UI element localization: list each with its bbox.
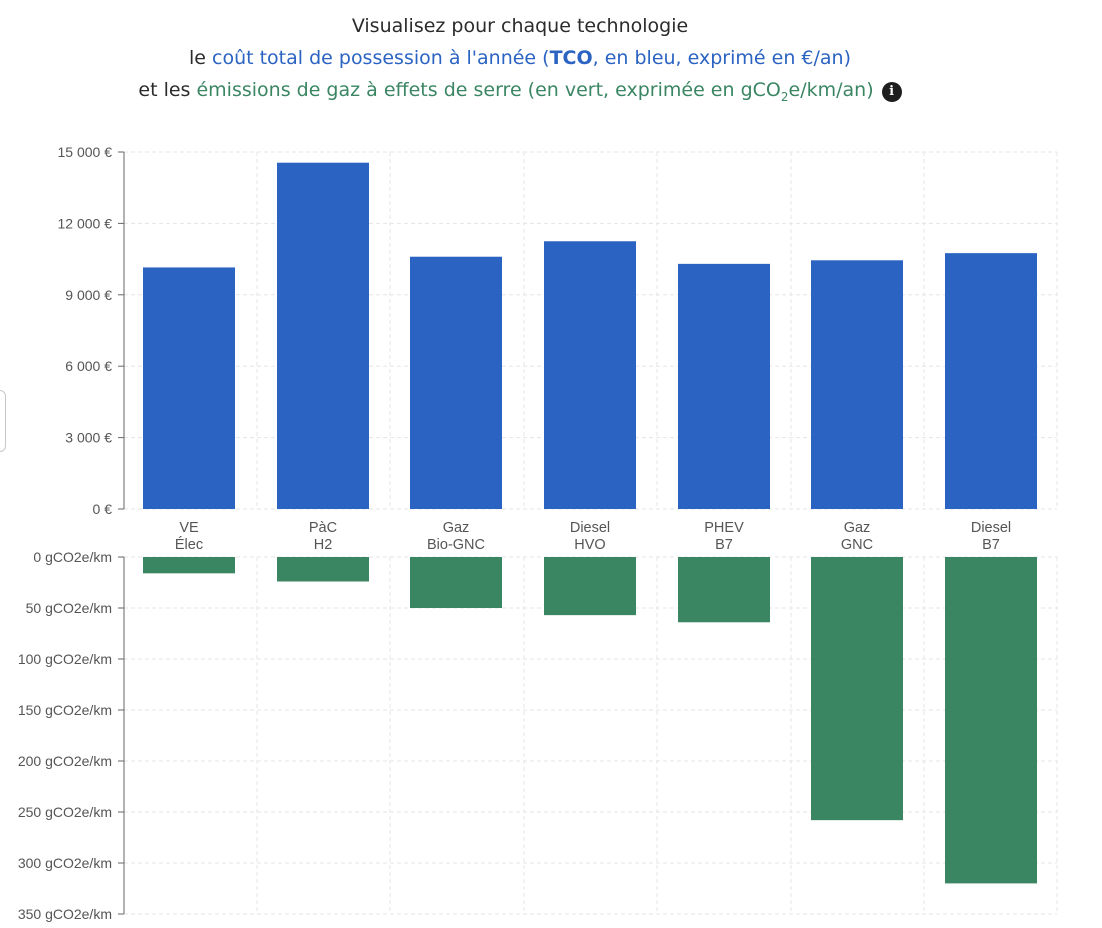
tco-legend-a: coût total de possession à l'année (: [212, 47, 550, 69]
title-line-3: et les émissions de gaz à effets de serr…: [0, 74, 1040, 113]
tco-bar: [410, 256, 502, 509]
title-line-3-prefix: et les: [138, 79, 197, 101]
category-label-line1: PHEV: [704, 520, 744, 536]
category-label-line1: PàC: [309, 520, 337, 536]
emissions-y-tick-label: 350 gCO2e/km: [18, 906, 112, 922]
emissions-y-tick-label: 0 gCO2e/km: [33, 549, 112, 565]
tco-bar: [544, 241, 636, 509]
category-label-line1: Diesel: [971, 520, 1011, 536]
category-label-line2: HVO: [574, 537, 605, 553]
category-label-line2: B7: [715, 537, 733, 553]
category-label-line1: Diesel: [570, 520, 610, 536]
emissions-legend-b: e/km/an): [788, 79, 874, 101]
emissions-y-tick-label: 150 gCO2e/km: [18, 702, 112, 718]
tco-y-tick-label: 15 000 €: [58, 144, 113, 160]
tco-bar: [143, 267, 235, 509]
emissions-y-tick-label: 200 gCO2e/km: [18, 753, 112, 769]
category-label-line2: H2: [314, 537, 333, 553]
emissions-bar: [544, 557, 636, 616]
tco-bar: [678, 263, 770, 509]
emissions-y-tick-label: 50 gCO2e/km: [26, 600, 112, 616]
tco-legend-b: , en bleu, exprimé en €/an): [592, 47, 851, 69]
tco-y-tick-label: 6 000 €: [65, 358, 112, 374]
tco-y-tick-label: 3 000 €: [65, 430, 112, 446]
emissions-bar: [143, 557, 235, 574]
tco-bar: [811, 260, 903, 509]
emissions-bar: [811, 557, 903, 821]
emissions-bar: [678, 557, 770, 623]
emissions-legend-sub: 2: [780, 89, 789, 104]
emissions-bar: [277, 557, 369, 582]
tco-bar: [945, 253, 1037, 509]
tco-legend-bold: TCO: [549, 47, 593, 69]
title-line-1: Visualisez pour chaque technologie: [351, 15, 689, 37]
tco-bar: [277, 162, 369, 509]
chart-title: Visualisez pour chaque technologie le co…: [0, 10, 1040, 113]
category-label-line2: Bio-GNC: [427, 537, 485, 553]
emissions-y-tick-label: 250 gCO2e/km: [18, 804, 112, 820]
tco-y-tick-label: 12 000 €: [58, 215, 113, 231]
title-line-2: le coût total de possession à l'année (T…: [0, 42, 1040, 74]
title-line-2-prefix: le: [188, 47, 212, 69]
emissions-bar: [945, 557, 1037, 884]
category-label-line2: GNC: [841, 537, 873, 553]
category-label-line2: Élec: [175, 536, 203, 553]
info-icon[interactable]: i: [881, 82, 902, 102]
tco-y-tick-label: 0 €: [93, 501, 113, 517]
category-label-line1: Gaz: [844, 520, 871, 536]
category-label-line1: VE: [179, 520, 199, 536]
tco-y-tick-label: 9 000 €: [65, 287, 112, 303]
emissions-legend-a: émissions de gaz à effets de serre (en v…: [196, 79, 781, 101]
emissions-y-tick-label: 100 gCO2e/km: [18, 651, 112, 667]
category-label-line2: B7: [982, 537, 1000, 553]
category-label-line1: Gaz: [443, 520, 470, 536]
emissions-y-tick-label: 300 gCO2e/km: [18, 855, 112, 871]
emissions-bar: [410, 557, 502, 608]
